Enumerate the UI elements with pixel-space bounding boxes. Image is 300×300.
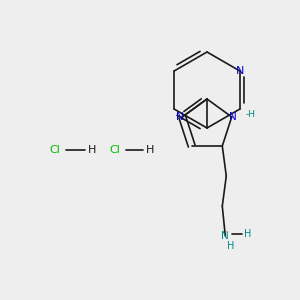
Text: -H: -H xyxy=(246,110,256,119)
Text: N: N xyxy=(229,112,237,122)
Text: H: H xyxy=(226,241,234,251)
Text: N: N xyxy=(236,66,244,76)
Text: H: H xyxy=(146,145,154,155)
Text: H: H xyxy=(88,145,96,155)
Text: N: N xyxy=(176,112,184,122)
Text: Cl: Cl xyxy=(50,145,60,155)
Text: H: H xyxy=(244,229,251,239)
Text: Cl: Cl xyxy=(110,145,120,155)
Text: N: N xyxy=(221,231,229,241)
